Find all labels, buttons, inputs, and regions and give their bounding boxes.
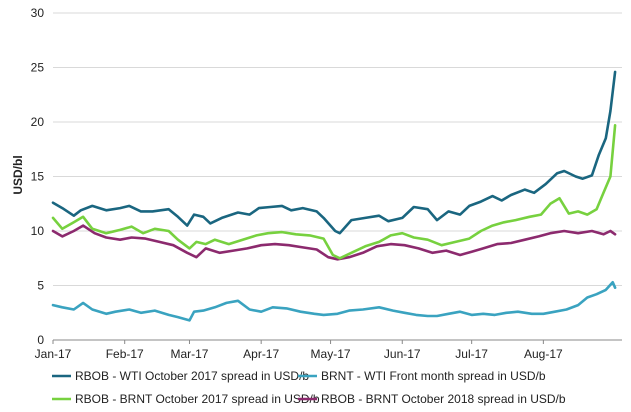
y-axis-label: USD/bl	[11, 155, 25, 194]
gridlines	[53, 12, 622, 286]
x-tick-label: Jun-17	[384, 347, 421, 361]
legend-label: RBOB - BRNT October 2017 spread in USD/b	[75, 392, 320, 406]
legend-label: BRNT - WTI Front month spread in USD/b	[321, 369, 546, 383]
y-axis-ticks: 0 5 10 15 20 25 30	[31, 6, 45, 347]
series-lines	[51, 70, 617, 322]
y-tick-label: 0	[37, 333, 44, 347]
x-tick-label: May-17	[311, 347, 351, 361]
x-tick-label: Aug-17	[524, 347, 563, 361]
series-line-1	[51, 70, 617, 235]
x-tick-label: Jan-17	[35, 347, 72, 361]
y-tick-label: 30	[31, 6, 45, 20]
legend-label: RBOB - BRNT October 2018 spread in USD/b	[321, 392, 566, 406]
x-tick-label: Apr-17	[243, 347, 279, 361]
series-line-3	[51, 124, 617, 260]
y-tick-label: 25	[31, 61, 45, 75]
series-line-2	[51, 280, 617, 322]
legend-label: RBOB - WTI October 2017 spread in USD/b	[75, 369, 309, 383]
x-tick-label: Jul-17	[455, 347, 488, 361]
y-tick-label: 10	[31, 224, 45, 238]
x-tick-label: Mar-17	[170, 347, 208, 361]
legend: RBOB - WTI October 2017 spread in USD/b B…	[52, 369, 566, 406]
y-tick-label: 15	[31, 170, 45, 184]
x-tick-label: Feb-17	[106, 347, 144, 361]
series-line-4	[51, 224, 617, 261]
y-tick-label: 20	[31, 115, 45, 129]
y-tick-label: 5	[37, 279, 44, 293]
x-axis-ticks: Jan-17 Feb-17 Mar-17 Apr-17 May-17 Jun-17 Jul-…	[35, 340, 563, 361]
